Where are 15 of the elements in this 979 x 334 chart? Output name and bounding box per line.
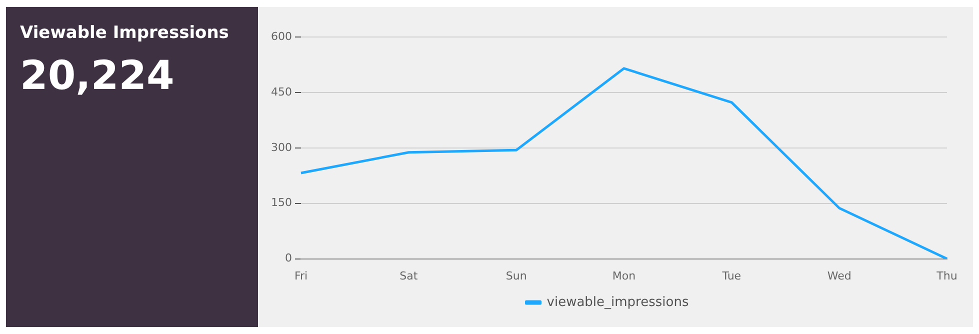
x-tick-label: Sat xyxy=(400,269,418,282)
x-tick-label: Tue xyxy=(721,269,742,282)
text: 20,224 xyxy=(20,53,176,99)
x-tick-label: Fri xyxy=(294,269,308,282)
y-tick-label: 150 xyxy=(270,196,292,210)
text: Viewable Impressions xyxy=(20,23,230,43)
x-tick-label: Thu xyxy=(936,269,958,282)
x-tick-label: Wed xyxy=(827,269,852,282)
y-tick-label: 0 xyxy=(284,252,292,265)
x-tick-label: Sun xyxy=(506,269,527,282)
y-tick-label: 300 xyxy=(270,140,292,154)
legend-label: viewable_impressions xyxy=(546,294,689,310)
y-tick-label: 600 xyxy=(270,30,292,43)
x-tick-label: Mon xyxy=(612,269,636,282)
y-tick-label: 450 xyxy=(270,85,292,98)
